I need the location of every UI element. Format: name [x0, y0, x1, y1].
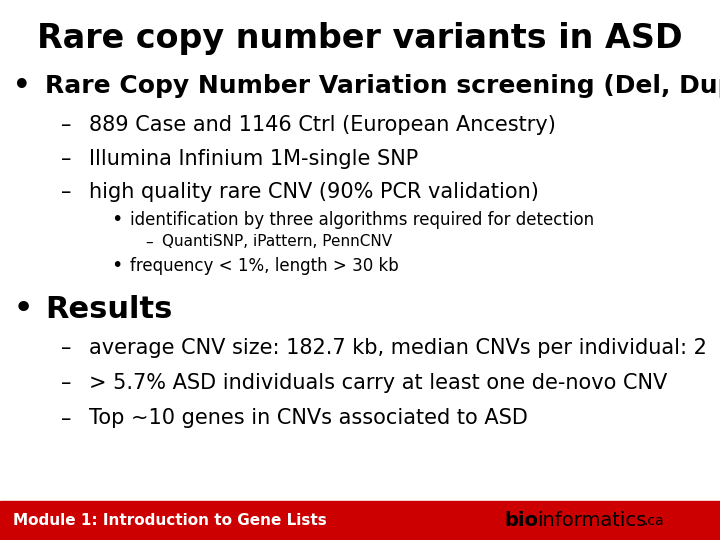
- Text: informatics: informatics: [537, 511, 647, 530]
- Text: Top ~10 genes in CNVs associated to ASD: Top ~10 genes in CNVs associated to ASD: [89, 408, 528, 429]
- Text: bio: bio: [504, 511, 538, 530]
- Text: –: –: [61, 373, 71, 394]
- Text: •: •: [112, 256, 123, 275]
- Text: Rare copy number variants in ASD: Rare copy number variants in ASD: [37, 22, 683, 55]
- Text: Illumina Infinium 1M-single SNP: Illumina Infinium 1M-single SNP: [89, 148, 418, 169]
- Bar: [0, 501, 720, 540]
- Text: > 5.7% ASD individuals carry at least one de-novo CNV: > 5.7% ASD individuals carry at least on…: [89, 373, 667, 394]
- Text: Module 1: Introduction to Gene Lists: Module 1: Introduction to Gene Lists: [13, 513, 327, 528]
- Text: –: –: [61, 338, 71, 359]
- Text: Rare Copy Number Variation screening (Del, Dup): Rare Copy Number Variation screening (De…: [45, 75, 720, 98]
- Text: –: –: [61, 408, 71, 429]
- Text: –: –: [61, 148, 71, 169]
- Text: •: •: [12, 70, 32, 103]
- Text: 889 Case and 1146 Ctrl (European Ancestry): 889 Case and 1146 Ctrl (European Ancestr…: [89, 115, 555, 136]
- Text: .ca: .ca: [644, 514, 665, 528]
- Text: frequency < 1%, length > 30 kb: frequency < 1%, length > 30 kb: [130, 256, 398, 275]
- Text: –: –: [61, 182, 71, 202]
- Text: •: •: [12, 293, 34, 326]
- Text: Results: Results: [45, 295, 173, 324]
- Text: high quality rare CNV (90% PCR validation): high quality rare CNV (90% PCR validatio…: [89, 182, 539, 202]
- Text: •: •: [112, 210, 123, 230]
- Text: –: –: [145, 234, 153, 249]
- Text: average CNV size: 182.7 kb, median CNVs per individual: 2: average CNV size: 182.7 kb, median CNVs …: [89, 338, 706, 359]
- Text: identification by three algorithms required for detection: identification by three algorithms requi…: [130, 211, 594, 229]
- Text: QuantiSNP, iPattern, PennCNV: QuantiSNP, iPattern, PennCNV: [162, 234, 392, 249]
- Text: –: –: [61, 115, 71, 136]
